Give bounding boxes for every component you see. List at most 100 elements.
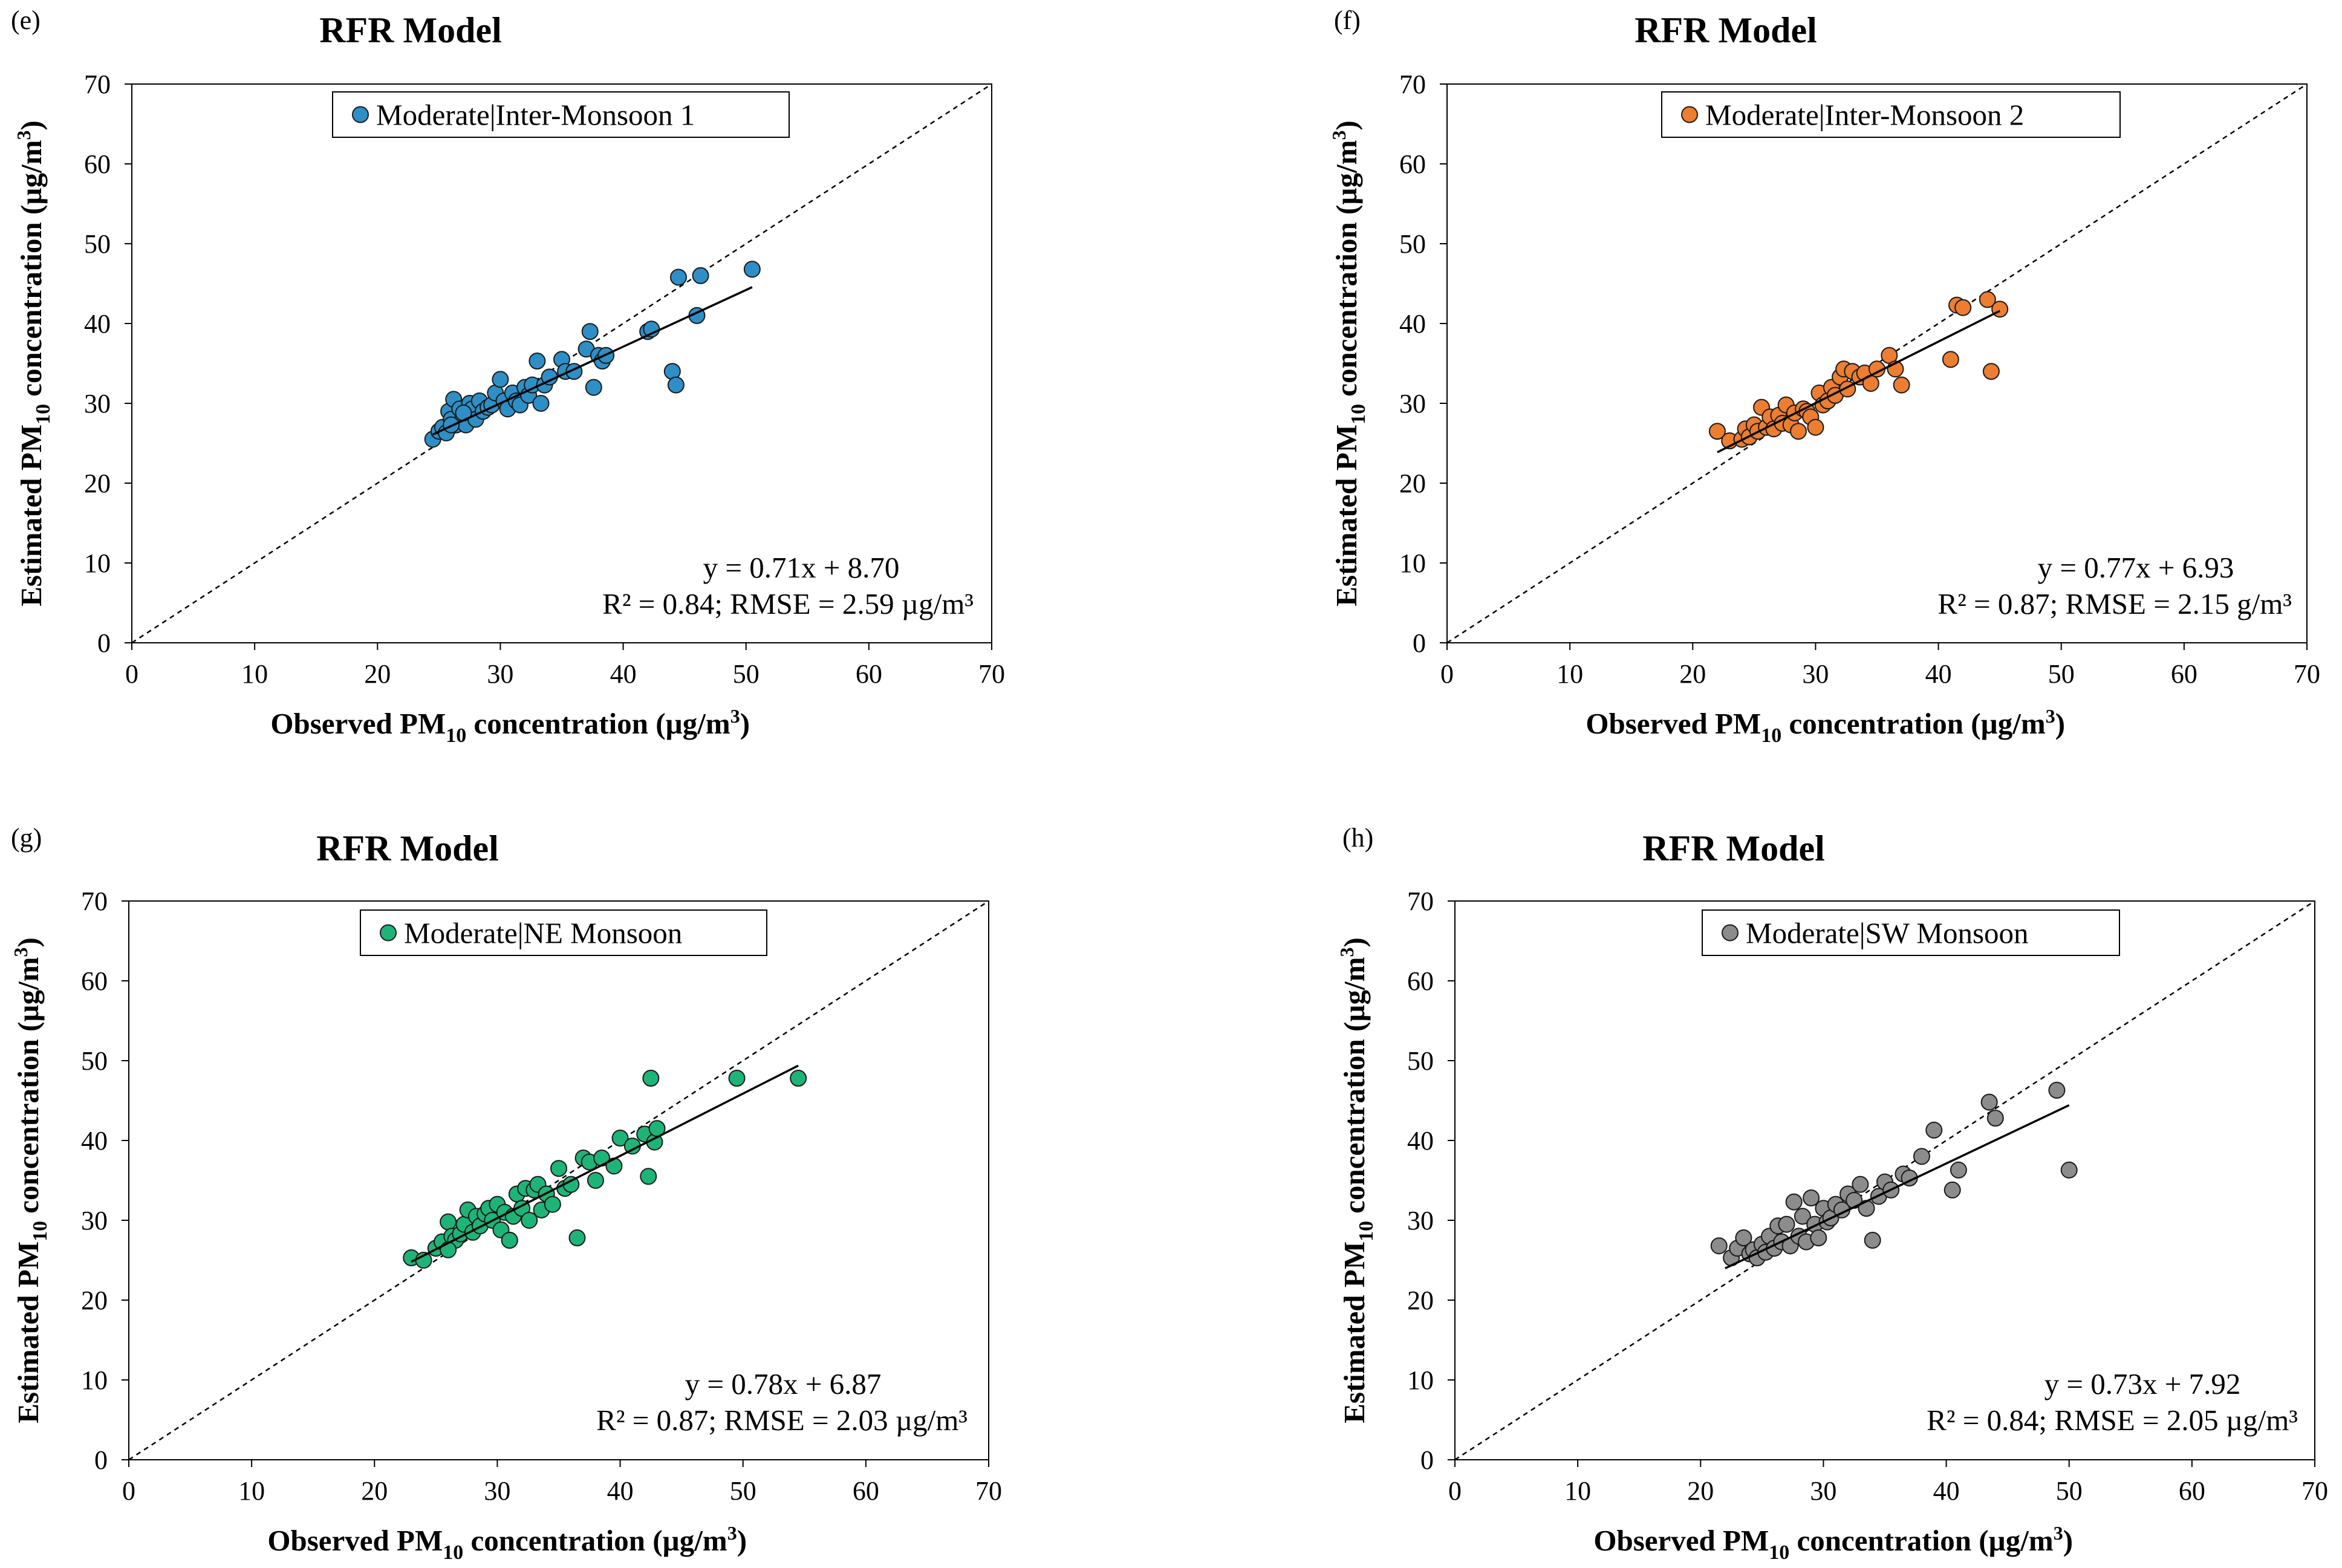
x-tick-label: 30	[484, 1476, 510, 1506]
data-point	[1710, 1237, 1728, 1255]
x-tick-label: 70	[975, 1476, 1002, 1506]
x-tick-label: 0	[122, 1476, 135, 1506]
chart-title: RFR Model	[1635, 10, 1817, 50]
data-point	[1803, 1189, 1820, 1207]
data-point	[1810, 1229, 1827, 1247]
data-point	[550, 1160, 567, 1177]
data-point	[1735, 1229, 1752, 1247]
x-tick-label: 20	[361, 1476, 388, 1506]
x-tick-label: 60	[853, 1476, 879, 1506]
x-tick-label: 50	[2048, 659, 2075, 689]
plot-area	[128, 900, 989, 1460]
panel-label: (h)	[1342, 823, 1373, 853]
chart-panel: (e) RFR Model 00 10 10 20 20 30 30 40 40 50 50 60 60 70…	[11, 5, 1005, 747]
y-tick-label: 60	[84, 149, 111, 179]
plot-area	[1446, 83, 2308, 643]
fit-statistics: R² = 0.84; RMSE = 2.59 µg/m³	[602, 587, 974, 620]
legend-marker	[1681, 106, 1698, 123]
x-axis-label: Observed PM10 concentration (µg/m3)	[1586, 705, 2065, 747]
y-tick-label: 60	[81, 966, 108, 996]
data-point	[692, 267, 709, 284]
legend-marker	[352, 106, 369, 123]
legend-label: Moderate|Inter-Monsoon 2	[1705, 99, 2024, 132]
y-tick-label: 70	[1407, 886, 1434, 916]
y-axis-label: Estimated PM10 concentration (µg/m3)	[10, 937, 51, 1423]
data-point	[640, 1168, 657, 1185]
y-tick-label: 0	[97, 628, 111, 658]
data-point	[642, 1070, 660, 1087]
x-tick-label: 20	[364, 659, 391, 689]
legend-label: Moderate|SW Monsoon	[1746, 917, 2029, 950]
y-tick-label: 70	[84, 70, 111, 99]
y-tick-label: 0	[1420, 1445, 1434, 1475]
data-point	[581, 323, 599, 340]
data-point	[1785, 1193, 1803, 1211]
y-tick-label: 70	[81, 886, 108, 916]
x-tick-label: 60	[856, 659, 882, 689]
data-point	[1986, 1110, 2004, 1127]
y-tick-label: 50	[81, 1046, 108, 1076]
y-tick-label: 70	[1399, 70, 1426, 99]
chart-panel: (g) RFR Model 00 10 10 20 20 30 30 40 40 50 50 60 60 70…	[10, 823, 1002, 1564]
y-tick-label: 50	[1407, 1046, 1434, 1076]
data-point	[1778, 1215, 1795, 1233]
x-tick-label: 0	[1448, 1476, 1462, 1506]
y-tick-label: 40	[1399, 309, 1426, 339]
data-point	[1864, 1232, 1881, 1249]
regression-line	[432, 286, 753, 436]
y-tick-label: 50	[1399, 229, 1426, 259]
data-point	[1913, 1148, 1930, 1165]
data-point	[743, 261, 761, 278]
y-tick-label: 20	[1407, 1286, 1434, 1315]
y-tick-label: 60	[1399, 149, 1426, 179]
x-tick-label: 10	[1556, 659, 1583, 689]
plot-area	[1454, 900, 2315, 1460]
y-axis-label: Estimated PM10 concentration (µg/m3)	[1336, 937, 1378, 1423]
y-tick-label: 10	[1399, 548, 1426, 578]
chart-title: RFR Model	[316, 828, 499, 868]
data-point	[501, 1232, 518, 1249]
y-tick-label: 0	[1413, 628, 1426, 658]
panel-label: (e)	[11, 5, 41, 35]
y-tick-label: 0	[94, 1445, 108, 1475]
x-tick-label: 70	[2301, 1476, 2328, 1506]
y-tick-label: 10	[1407, 1365, 1434, 1395]
y-tick-label: 10	[81, 1365, 108, 1395]
data-point	[1852, 1176, 1869, 1193]
x-tick-label: 10	[238, 1476, 265, 1506]
x-tick-label: 70	[978, 659, 1005, 689]
data-point	[1942, 351, 1959, 368]
data-point	[1944, 1181, 1961, 1199]
y-tick-label: 40	[81, 1126, 108, 1156]
x-tick-label: 30	[487, 659, 513, 689]
x-tick-label: 50	[2056, 1476, 2083, 1506]
x-tick-label: 50	[733, 659, 760, 689]
data-point	[1982, 363, 2000, 380]
y-axis-label: Estimated PM10 concentration (µg/m3)	[1328, 120, 1370, 607]
x-tick-label: 0	[1440, 659, 1454, 689]
plot-area	[131, 83, 992, 643]
legend-box	[1661, 91, 2121, 138]
data-point	[544, 1196, 561, 1213]
data-point	[1794, 1208, 1811, 1225]
data-point	[790, 1070, 807, 1087]
regression-equation: y = 0.71x + 8.70	[703, 551, 900, 584]
regression-line	[1717, 310, 2000, 454]
y-tick-label: 30	[81, 1206, 108, 1235]
legend-marker	[380, 924, 397, 942]
data-point	[568, 1229, 586, 1247]
legend-label: Moderate|Inter-Monsoon 1	[376, 99, 695, 132]
x-tick-label: 10	[1564, 1476, 1591, 1506]
data-point	[1980, 1093, 1998, 1111]
data-point	[2060, 1161, 2078, 1179]
chart-panel: (h) RFR Model 00 10 10 20 20 30 30 40 40 50 50 60 60 70…	[1336, 823, 2328, 1564]
data-point	[532, 395, 550, 412]
x-axis-label: Observed PM10 concentration (µg/m3)	[270, 705, 750, 747]
chart-title: RFR Model	[1642, 828, 1825, 868]
data-point	[1789, 423, 1807, 440]
x-axis-label: Observed PM10 concentration (µg/m3)	[267, 1522, 747, 1564]
y-tick-label: 60	[1407, 966, 1434, 996]
regression-line	[1725, 1104, 2070, 1270]
x-tick-label: 10	[241, 659, 268, 689]
x-tick-label: 40	[1933, 1476, 1960, 1506]
